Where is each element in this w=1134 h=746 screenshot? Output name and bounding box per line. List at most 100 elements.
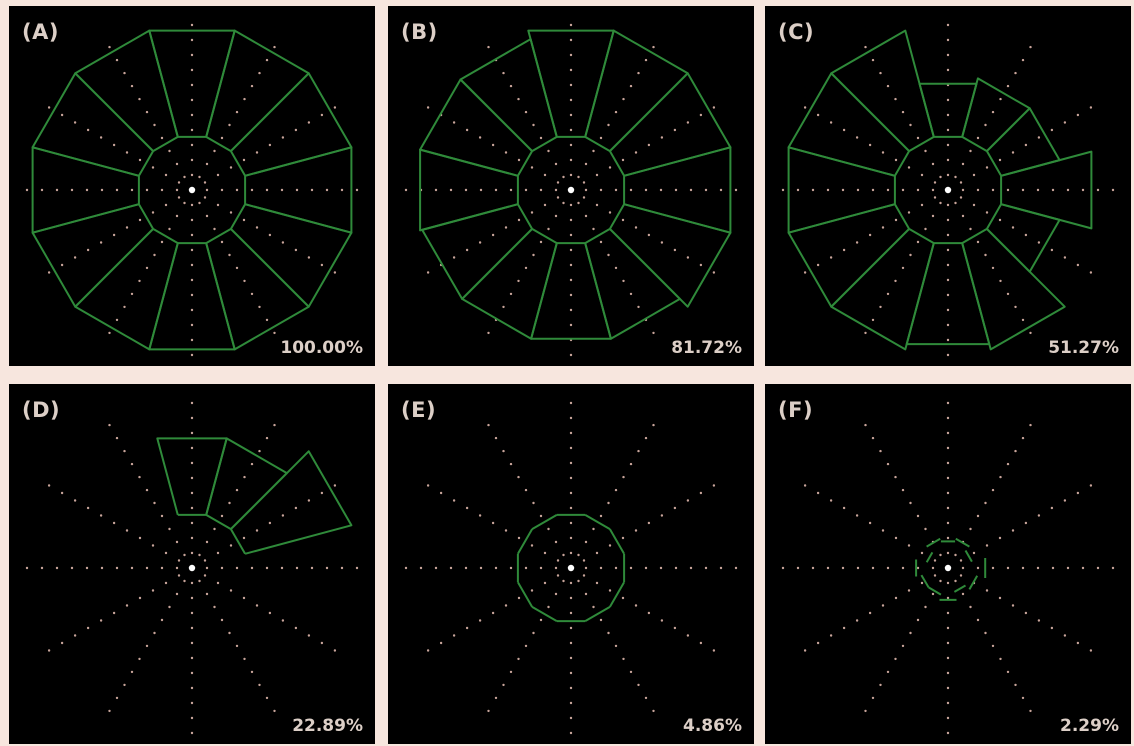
grid-dot [811,566,815,570]
grid-dot [190,671,194,675]
grid-dot [235,488,239,492]
grid-dot [426,484,430,487]
grid-dot [673,248,677,252]
outer-sector [148,242,236,351]
grid-dot [439,491,443,495]
grid-dot [250,84,254,88]
grid-dot [1029,331,1032,335]
grid-dot [946,731,950,735]
grid-dot [907,544,911,547]
grid-dot [164,173,168,177]
grid-dot [946,506,950,510]
grid-dot [220,618,224,622]
grid-dot [530,166,534,169]
grid-dot [554,162,558,166]
grid-dot [916,514,920,518]
inner-sector-edge [138,150,154,177]
grid-dot [660,136,664,139]
grid-dot [946,263,950,267]
grid-dot [228,501,231,505]
grid-dot [652,331,655,335]
inner-sector-edge [953,584,966,593]
grid-dot [595,551,599,555]
grid-dot [517,657,520,661]
grid-dot [255,529,259,532]
grid-dot [569,68,573,72]
grid-dot [99,514,103,517]
grid-dot [112,233,116,237]
grid-dot [569,173,573,177]
grid-dot [1111,566,1115,570]
grid-dot [686,634,690,637]
grid-dot [115,696,119,700]
grid-dot [40,188,44,192]
grid-dot [1063,121,1067,124]
grid-dot [946,353,950,357]
sector-outlines [156,437,353,555]
grid-dot [901,566,905,570]
grid-dot [153,631,156,635]
grid-dot [998,158,1002,162]
grid-dot [674,566,678,570]
grid-dot [243,279,246,283]
grid-dot [856,566,860,570]
grid-dot [991,266,995,270]
grid-dot [991,188,995,192]
grid-dot [647,521,651,525]
grid-dot [190,461,194,465]
grid-dot [1024,521,1028,525]
grid-dot [213,149,216,153]
grid-dot [647,143,651,147]
grid-dot [946,476,950,480]
grid-dot [268,143,272,147]
grid-dot [177,181,181,184]
grid-dot [145,110,149,114]
grid-dot [1006,670,1010,674]
outer-sector [461,228,558,340]
grid-dot [203,181,207,184]
panel-percentage: 4.86% [683,716,742,736]
center-dot [944,186,952,194]
grid-dot [452,499,456,502]
grid-dot [198,579,201,583]
inner-sector-edge [205,136,232,152]
outer-sector [961,77,1031,152]
grid-dot [250,188,254,192]
grid-dot [652,45,655,49]
grid-dot [190,521,194,525]
grid-dot [599,514,603,518]
grid-dot [855,136,859,139]
grid-dot [307,634,311,637]
grid-dot [816,641,820,645]
center-dot [188,186,196,194]
grid-dot [198,201,201,205]
grid-dot [959,181,963,184]
panel-f: (F) 2.29% [765,384,1131,744]
grid-dot [235,188,239,192]
grid-dot [595,173,599,177]
grid-dot [689,566,693,570]
grid-dot [629,670,633,674]
grid-dot [426,271,430,274]
grid-dot [907,589,911,592]
grid-dot [894,657,897,661]
grid-dot [465,506,469,510]
grid-dot [273,709,276,713]
grid-dot [268,611,272,615]
grid-dot [629,84,633,88]
inner-sector-edge [894,150,910,177]
grid-dot [569,506,573,510]
grid-dot [1076,113,1080,117]
grid-dot [569,203,573,207]
dot-grid [404,23,738,357]
dot-grid [25,401,359,735]
grid-dot [614,488,618,492]
grid-dot [781,188,785,192]
grid-dot [235,110,239,114]
grid-dot [47,106,51,109]
grid-dot [1050,128,1054,132]
outer-sector [230,450,353,555]
grid-dot [175,540,179,544]
grid-dot [115,566,119,570]
grid-dot [320,641,324,645]
